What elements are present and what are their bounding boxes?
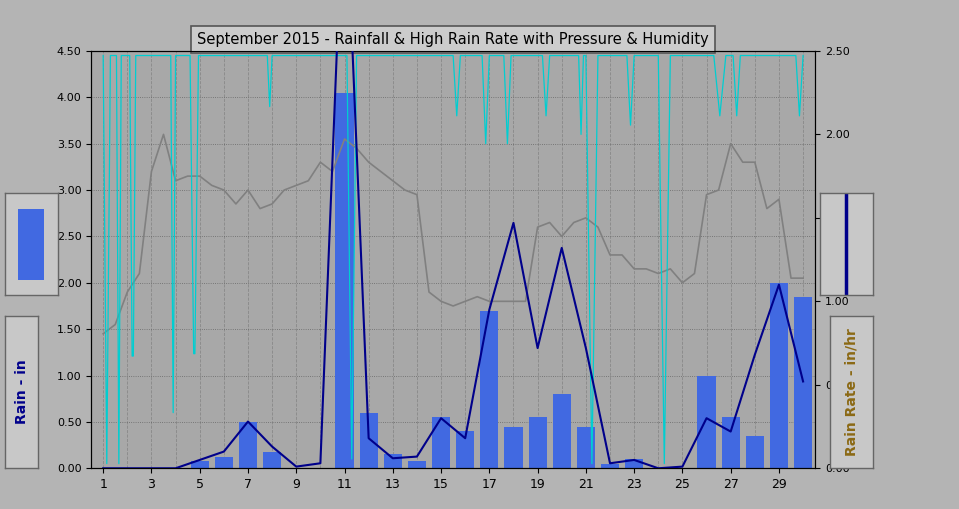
- Bar: [576, 427, 595, 468]
- Bar: [456, 431, 475, 468]
- Bar: [432, 417, 450, 468]
- Bar: [770, 283, 788, 468]
- Bar: [480, 310, 499, 468]
- Bar: [384, 455, 402, 468]
- Text: Rain Rate - in/hr: Rain Rate - in/hr: [844, 328, 858, 456]
- Bar: [794, 297, 812, 468]
- Bar: [215, 457, 233, 468]
- Bar: [552, 394, 571, 468]
- Bar: [721, 417, 739, 468]
- Bar: [504, 427, 523, 468]
- Text: Rain - in: Rain - in: [14, 359, 29, 425]
- Bar: [263, 451, 281, 468]
- Bar: [746, 436, 764, 468]
- Bar: [408, 461, 426, 468]
- Bar: [697, 376, 715, 468]
- Bar: [191, 461, 209, 468]
- Bar: [360, 413, 378, 468]
- Bar: [625, 459, 643, 468]
- Bar: [239, 422, 257, 468]
- Bar: [601, 464, 620, 468]
- Bar: [18, 209, 44, 280]
- Bar: [528, 417, 547, 468]
- Title: September 2015 - Rainfall & High Rain Rate with Pressure & Humidity: September 2015 - Rainfall & High Rain Ra…: [198, 32, 709, 47]
- Bar: [336, 93, 354, 468]
